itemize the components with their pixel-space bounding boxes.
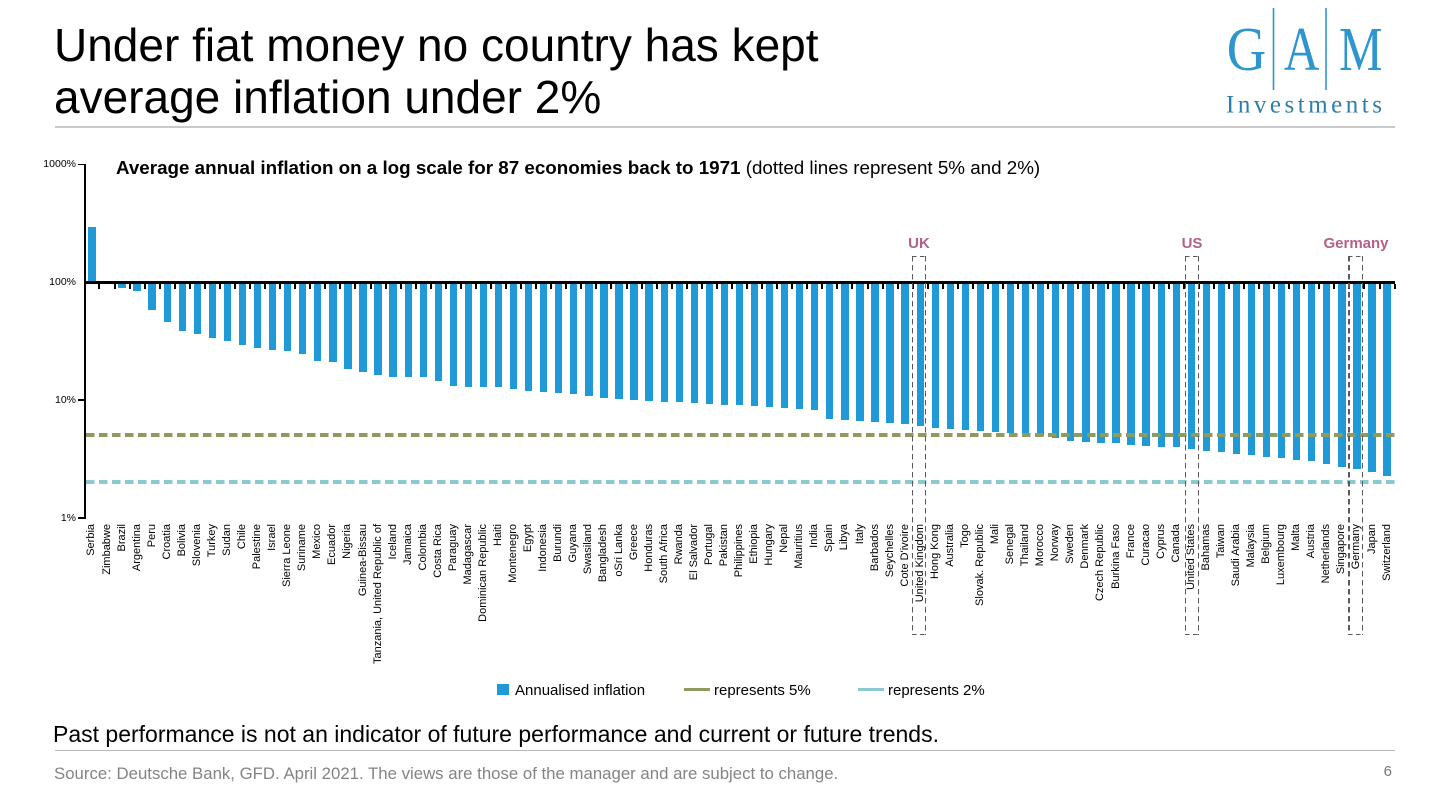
- svg-text:Investments: Investments: [1226, 92, 1382, 119]
- svg-text:G: G: [1227, 16, 1267, 84]
- svg-text:A: A: [1284, 16, 1320, 84]
- svg-text:M: M: [1339, 16, 1383, 84]
